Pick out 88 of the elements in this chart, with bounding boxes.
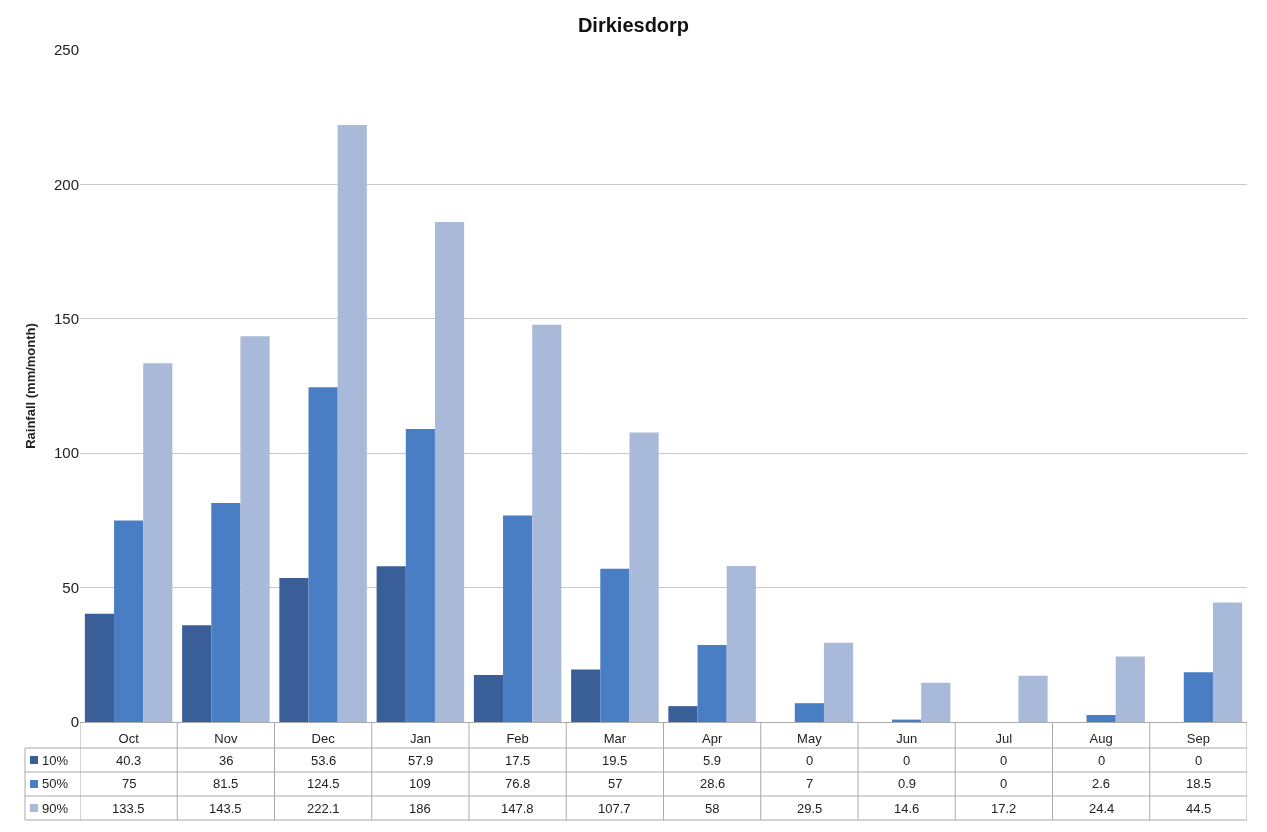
- data-label: 0: [1098, 753, 1106, 768]
- data-label: 0.9: [898, 776, 917, 791]
- bar: [376, 566, 406, 722]
- data-label: 44.5: [1186, 801, 1212, 816]
- data-label: 57.9: [408, 753, 434, 768]
- y-tick-label: 50: [62, 578, 79, 596]
- bar: [240, 336, 270, 722]
- legend-label: 50%: [42, 776, 69, 791]
- bar: [337, 125, 367, 722]
- data-label: 28.6: [700, 776, 726, 791]
- y-tick-label: 150: [53, 310, 79, 328]
- bar: [726, 566, 756, 722]
- bar: [697, 645, 727, 722]
- bar: [182, 625, 212, 722]
- legend-label: 90%: [42, 801, 69, 816]
- bar: [143, 363, 173, 722]
- data-label: 57: [608, 776, 623, 791]
- data-label: 17.2: [991, 801, 1017, 816]
- bar: [600, 568, 630, 722]
- legend-label: 10%: [42, 753, 69, 768]
- chart-title: Dirkiesdorp: [577, 14, 690, 36]
- bar: [1086, 715, 1116, 722]
- bar: [211, 502, 241, 722]
- x-tick-label: Apr: [702, 730, 723, 746]
- x-tick-label: Jun: [896, 730, 918, 746]
- data-label: 143.5: [209, 801, 242, 816]
- x-tick-label: Oct: [118, 730, 140, 746]
- x-tick-label: Jul: [995, 730, 1013, 746]
- data-label: 109: [409, 776, 431, 791]
- bar: [1018, 675, 1048, 722]
- data-label: 186: [409, 801, 431, 816]
- data-label: 17.5: [505, 753, 531, 768]
- bar: [794, 703, 824, 722]
- bar: [405, 429, 435, 722]
- bar: [473, 674, 504, 722]
- x-tick-label: Aug: [1089, 730, 1113, 746]
- data-label: 107.7: [598, 801, 631, 816]
- data-label: 24.4: [1089, 801, 1115, 816]
- bar: [1183, 672, 1213, 722]
- data-label: 2.6: [1092, 776, 1111, 791]
- y-axis-title: Rainfall (mm/month): [22, 323, 38, 449]
- data-label: 0: [903, 753, 911, 768]
- x-tick-label: May: [797, 730, 823, 746]
- bar: [434, 222, 465, 722]
- data-label: 124.5: [307, 776, 340, 791]
- bar: [503, 515, 533, 722]
- x-tick-label: Nov: [214, 730, 238, 746]
- bar: [308, 387, 338, 722]
- data-label: 18.5: [1186, 776, 1212, 791]
- x-tick-label: Sep: [1186, 730, 1210, 746]
- x-tick-label: Feb: [506, 730, 529, 746]
- bar: [1115, 656, 1145, 722]
- data-label: 0: [1000, 753, 1008, 768]
- y-tick-label: 100: [53, 444, 79, 462]
- x-tick-label: Jan: [409, 730, 431, 746]
- data-label: 0: [806, 753, 814, 768]
- bar: [84, 613, 115, 722]
- data-label: 58: [705, 801, 720, 816]
- data-label: 75: [122, 776, 137, 791]
- bar: [532, 324, 562, 722]
- bar: [668, 706, 698, 722]
- x-tick-label: Dec: [311, 730, 336, 746]
- data-label: 81.5: [213, 776, 239, 791]
- data-label: 222.1: [307, 801, 340, 816]
- bar: [921, 682, 951, 722]
- data-label: 36: [219, 753, 234, 768]
- data-label: 14.6: [894, 801, 920, 816]
- bar: [571, 669, 601, 722]
- data-label: 40.3: [116, 753, 142, 768]
- data-label: 53.6: [311, 753, 337, 768]
- x-tick-label: Mar: [603, 730, 627, 746]
- y-tick-label: 200: [53, 175, 79, 193]
- bar: [279, 577, 309, 722]
- data-label: 5.9: [703, 753, 722, 768]
- y-tick-label: 0: [70, 713, 79, 731]
- bar: [823, 642, 854, 722]
- bar: [629, 432, 659, 722]
- data-label: 29.5: [797, 801, 823, 816]
- bar: [1212, 602, 1243, 722]
- y-tick-label: 250: [53, 41, 79, 59]
- data-label: 0: [1000, 776, 1008, 791]
- data-label: 76.8: [505, 776, 531, 791]
- data-label: 0: [1195, 753, 1203, 768]
- bar: [114, 520, 144, 722]
- data-label: 7: [806, 776, 814, 791]
- data-label: 133.5: [112, 801, 145, 816]
- data-label: 19.5: [602, 753, 628, 768]
- data-label: 147.8: [501, 801, 534, 816]
